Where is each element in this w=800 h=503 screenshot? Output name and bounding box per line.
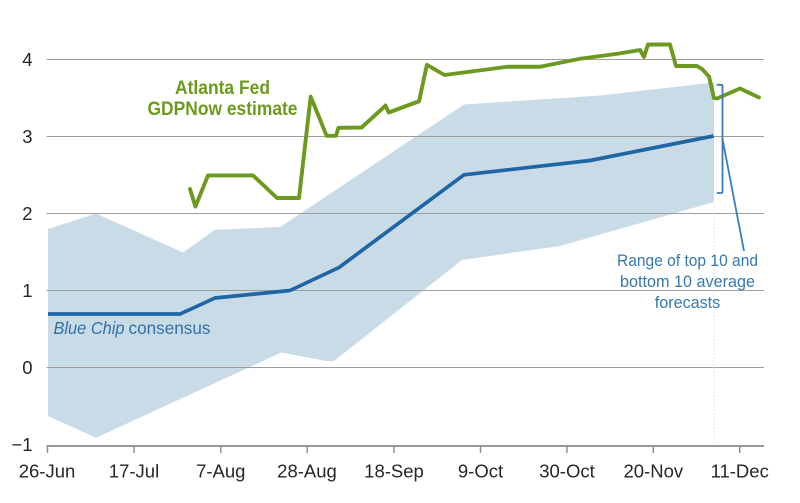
svg-text:forecasts: forecasts	[655, 293, 721, 312]
svg-text:Blue Chip: Blue Chip	[54, 318, 125, 338]
svg-text:3: 3	[22, 126, 32, 147]
svg-text:0: 0	[22, 357, 32, 378]
svg-text:28-Aug: 28-Aug	[277, 461, 337, 482]
svg-text:bottom 10 average: bottom 10 average	[620, 272, 755, 291]
svg-text:−1: −1	[11, 434, 32, 455]
svg-text:17-Jul: 17-Jul	[109, 461, 159, 482]
svg-text:18-Sep: 18-Sep	[364, 461, 424, 482]
svg-text:GDPNow estimate: GDPNow estimate	[148, 99, 298, 120]
svg-text:11-Dec: 11-Dec	[711, 461, 769, 482]
svg-text:consensus: consensus	[129, 318, 211, 338]
svg-text:2: 2	[22, 203, 32, 224]
svg-text:7-Aug: 7-Aug	[196, 461, 245, 482]
svg-text:9-Oct: 9-Oct	[458, 461, 503, 482]
svg-text:Atlanta Fed: Atlanta Fed	[175, 78, 270, 99]
svg-text:1: 1	[22, 280, 32, 301]
svg-text:20-Nov: 20-Nov	[623, 461, 683, 482]
svg-text:26-Jun: 26-Jun	[19, 461, 76, 482]
svg-text:30-Oct: 30-Oct	[539, 461, 595, 482]
svg-text:Range of top 10 and: Range of top 10 and	[617, 251, 758, 270]
svg-text:4: 4	[22, 49, 32, 70]
